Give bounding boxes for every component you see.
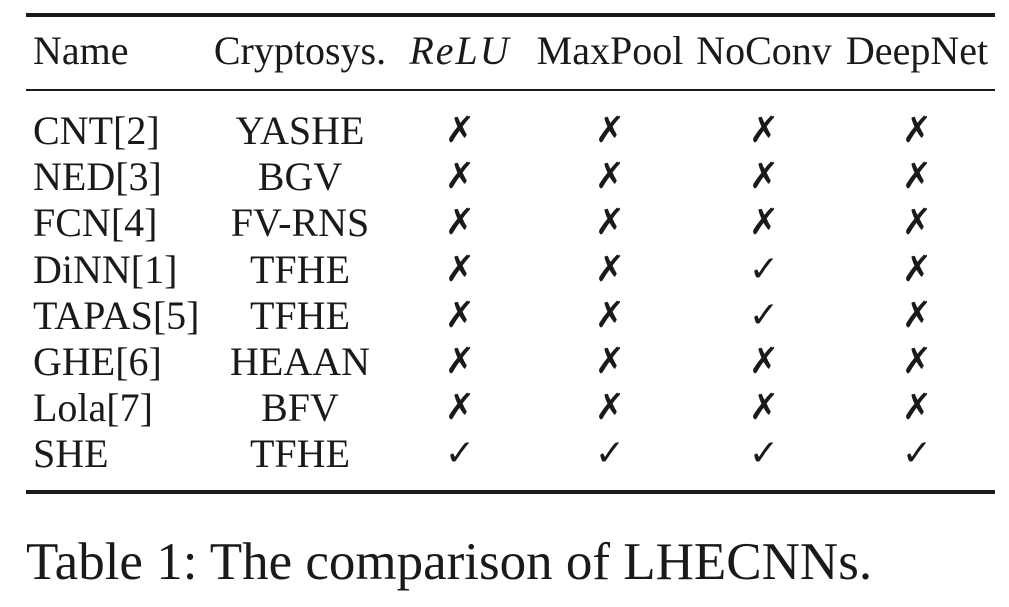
- table-caption: Table 1: The comparison of LHECNNs.: [26, 533, 873, 591]
- cell-deepnet-mark: ✓: [901, 433, 933, 475]
- cell-name: GHE[6]: [33, 339, 162, 384]
- cell-deepnet-mark: ✗: [901, 294, 933, 336]
- cell-cryptosystem: TFHE: [250, 431, 350, 477]
- cell-deepnet-mark: ✗: [901, 387, 933, 429]
- cell-noconv-mark: ✗: [748, 387, 780, 429]
- cell-maxpool-mark: ✗: [594, 294, 626, 336]
- cell-maxpool-mark: ✗: [594, 110, 626, 151]
- cell-name: NED[3]: [33, 154, 162, 200]
- table-top-rule: [26, 13, 995, 17]
- cell-name: DiNN[1]: [33, 246, 178, 292]
- cell-cryptosystem: HEAAN: [230, 339, 370, 384]
- cell-maxpool-mark: ✗: [594, 341, 626, 382]
- cell-maxpool-mark: ✗: [594, 387, 626, 429]
- table-bottom-rule: [26, 490, 995, 494]
- cell-noconv-mark: ✗: [748, 156, 780, 198]
- cell-relu-mark: ✗: [444, 387, 476, 429]
- cell-noconv-mark: ✓: [748, 294, 780, 336]
- cell-maxpool-mark: ✗: [594, 202, 626, 244]
- cell-cryptosystem: FV-RNS: [230, 200, 370, 246]
- cell-cryptosystem: BGV: [257, 154, 343, 200]
- cell-name: Lola[7]: [33, 385, 153, 431]
- cell-cryptosystem: BFV: [261, 385, 339, 431]
- header-name: Name: [33, 28, 129, 73]
- cell-relu-mark: ✗: [444, 294, 476, 336]
- cell-cryptosystem: TFHE: [250, 246, 350, 292]
- header-maxpool: MaxPool: [536, 28, 684, 73]
- cell-deepnet-mark: ✗: [901, 341, 933, 382]
- cell-deepnet-mark: ✗: [901, 156, 933, 198]
- cell-cryptosystem: TFHE: [250, 292, 350, 338]
- cell-relu-mark: ✗: [444, 341, 476, 382]
- cell-maxpool-mark: ✗: [594, 156, 626, 198]
- header-cryptosystem: Cryptosys.: [213, 28, 387, 73]
- cell-name: SHE: [33, 431, 109, 477]
- cell-maxpool-mark: ✓: [594, 433, 626, 475]
- table-header-rule: [26, 89, 995, 91]
- cell-relu-mark: ✓: [444, 433, 476, 475]
- cell-cryptosystem: YASHE: [235, 108, 365, 153]
- cell-noconv-mark: ✗: [748, 110, 780, 151]
- cell-relu-mark: ✗: [444, 202, 476, 244]
- cell-noconv-mark: ✗: [748, 202, 780, 244]
- header-relu: ReLU: [409, 28, 511, 73]
- cell-deepnet-mark: ✗: [901, 202, 933, 244]
- cell-noconv-mark: ✓: [748, 433, 780, 475]
- cell-relu-mark: ✗: [444, 248, 476, 290]
- header-deepnet: DeepNet: [845, 28, 989, 73]
- cell-relu-mark: ✗: [444, 156, 476, 198]
- cell-relu-mark: ✗: [444, 110, 476, 151]
- cell-name: FCN[4]: [33, 200, 158, 246]
- header-noconv: NoConv: [696, 28, 832, 73]
- cell-deepnet-mark: ✗: [901, 248, 933, 290]
- cell-deepnet-mark: ✗: [901, 110, 933, 151]
- cell-maxpool-mark: ✗: [594, 248, 626, 290]
- cell-name: TAPAS[5]: [33, 292, 200, 338]
- cell-noconv-mark: ✓: [748, 248, 780, 290]
- cell-noconv-mark: ✗: [748, 341, 780, 382]
- cell-name: CNT[2]: [33, 108, 160, 153]
